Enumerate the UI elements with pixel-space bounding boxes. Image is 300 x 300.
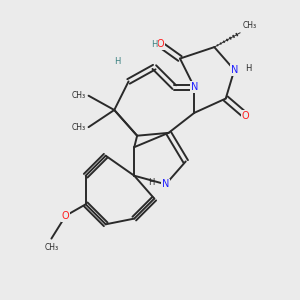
Text: O: O [156,39,164,49]
Text: H: H [148,178,155,188]
Text: CH₃: CH₃ [44,243,58,252]
Text: CH₃: CH₃ [72,123,86,132]
Text: O: O [242,111,250,121]
Text: CH₃: CH₃ [72,91,86,100]
Text: N: N [162,179,169,189]
Text: H: H [151,40,158,49]
Text: H: H [245,64,251,73]
Text: N: N [190,82,198,92]
Text: O: O [62,211,70,221]
Text: CH₃: CH₃ [243,21,257,30]
Text: N: N [231,65,238,75]
Text: H: H [114,57,120,66]
